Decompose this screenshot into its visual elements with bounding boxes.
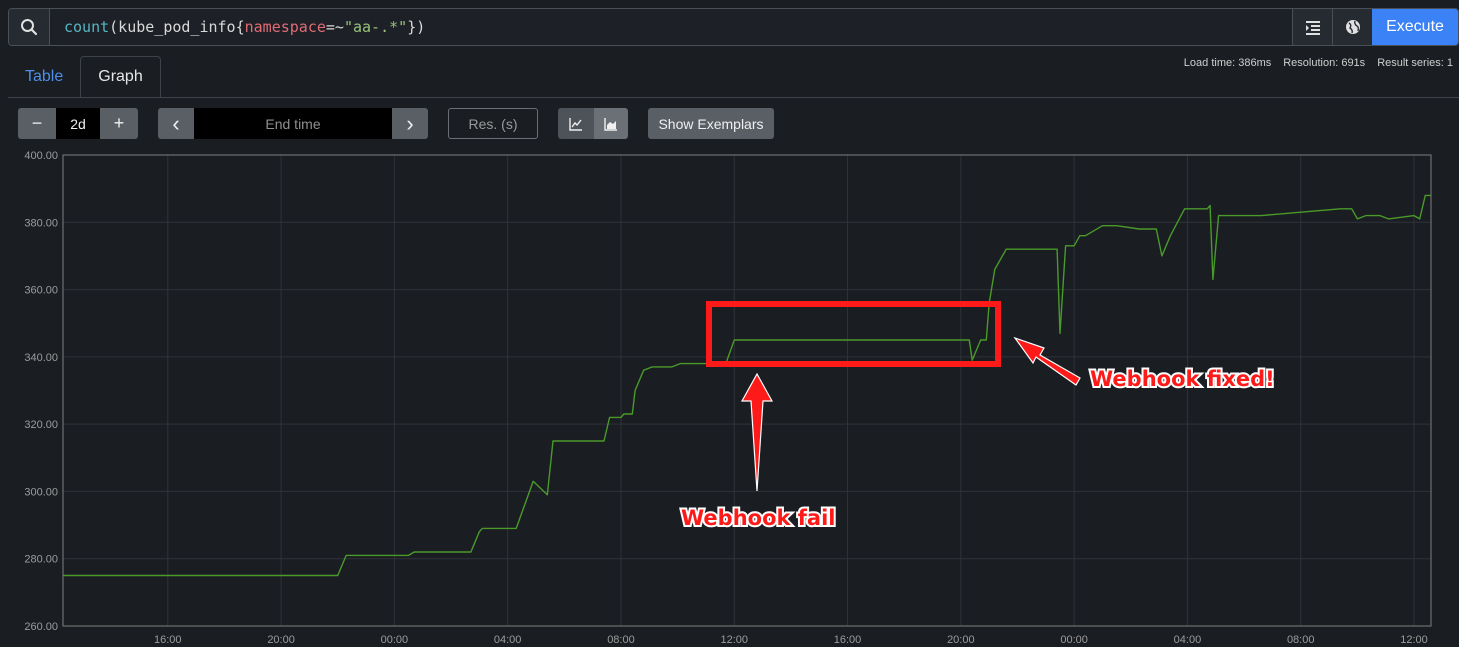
webhook-fixed-arrow: [1013, 336, 1081, 386]
plot-frame: [62, 154, 1432, 627]
search-icon[interactable]: [9, 9, 50, 45]
format-query-icon[interactable]: [1292, 9, 1332, 45]
x-tick-label: 04:00: [1174, 634, 1202, 646]
resolution: Resolution: 691s: [1283, 57, 1366, 69]
query-token: (kube_pod_info{: [109, 18, 245, 36]
y-tick-label: 320.00: [24, 419, 58, 431]
resolution-input[interactable]: Res. (s): [448, 108, 538, 139]
y-tick-label: 300.00: [24, 486, 58, 498]
execute-button[interactable]: Execute: [1372, 9, 1458, 45]
x-tick-label: 16:00: [834, 634, 862, 646]
annotations: Webhook fail Webhook fixed!: [679, 301, 1277, 532]
view-tabs: Table Graph: [8, 56, 161, 98]
graph-chart: 260.00 280.00 300.00 320.00 340.00 360.00 380.…: [24, 150, 1432, 646]
y-tick-label: 380.00: [24, 217, 58, 229]
y-tick-label: 280.00: [24, 554, 58, 566]
x-tick-label: 20:00: [947, 634, 975, 646]
y-tick-label: 360.00: [24, 285, 58, 297]
x-tick-label: 08:00: [607, 634, 635, 646]
chart-type-toggle: [558, 108, 628, 139]
x-tick-label: 20:00: [267, 634, 295, 646]
tab-divider: [8, 97, 1459, 98]
show-exemplars-button[interactable]: Show Exemplars: [648, 108, 774, 139]
x-tick-label: 00:00: [381, 634, 409, 646]
prev-time-button[interactable]: ‹: [158, 108, 194, 139]
query-token: =~: [325, 18, 344, 36]
tab-graph[interactable]: Graph: [80, 56, 161, 98]
webhook-fixed-label: Webhook fixed!: [1090, 367, 1275, 391]
query-input[interactable]: count (kube_pod_info{namespace =~ "aa-.*"}): [50, 9, 1292, 45]
tab-table[interactable]: Table: [25, 68, 64, 85]
y-axis-ticks: 260.00 280.00 300.00 320.00 340.00 360.00 380.…: [24, 150, 58, 633]
x-tick-label: 12:00: [1400, 634, 1428, 646]
series-line[interactable]: [63, 194, 1431, 577]
query-token: count: [64, 18, 110, 36]
y-tick-label: 260.00: [24, 621, 58, 633]
query-stats: Load time: 386ms Resolution: 691s Result…: [1184, 57, 1453, 69]
line-chart-icon[interactable]: [558, 108, 594, 139]
end-time-control: ‹ End time ›: [158, 108, 428, 139]
result-series: Result series: 1: [1377, 57, 1453, 69]
webhook-fail-label: Webhook fail: [681, 506, 835, 530]
end-time-input[interactable]: End time: [194, 108, 392, 139]
x-tick-label: 00:00: [1060, 634, 1088, 646]
x-axis-ticks: 16:00 20:00 00:00 04:00 08:00 12:00 16:00 20:00…: [154, 634, 1428, 646]
decrease-range-button[interactable]: −: [18, 108, 56, 139]
webhook-fail-box: [706, 301, 1001, 367]
query-token: }): [407, 18, 426, 36]
x-tick-label: 16:00: [154, 634, 182, 646]
load-time: Load time: 386ms: [1183, 57, 1272, 69]
x-tick-label: 12:00: [720, 634, 748, 646]
query-token: namespace: [244, 18, 326, 36]
range-input[interactable]: 2d: [56, 108, 100, 139]
stacked-chart-icon[interactable]: [594, 108, 628, 139]
y-tick-label: 340.00: [24, 352, 58, 364]
range-control: − 2d +: [18, 108, 138, 139]
query-bar: count (kube_pod_info{namespace =~ "aa-.*"})…: [8, 8, 1459, 46]
x-tick-label: 04:00: [494, 634, 522, 646]
next-time-button[interactable]: ›: [392, 108, 428, 139]
query-token: "aa-.*": [343, 18, 408, 36]
globe-icon[interactable]: [1332, 9, 1372, 45]
x-tick-label: 08:00: [1287, 634, 1315, 646]
y-tick-label: 400.00: [24, 150, 58, 162]
increase-range-button[interactable]: +: [100, 108, 138, 139]
webhook-fail-arrow: [740, 372, 774, 492]
